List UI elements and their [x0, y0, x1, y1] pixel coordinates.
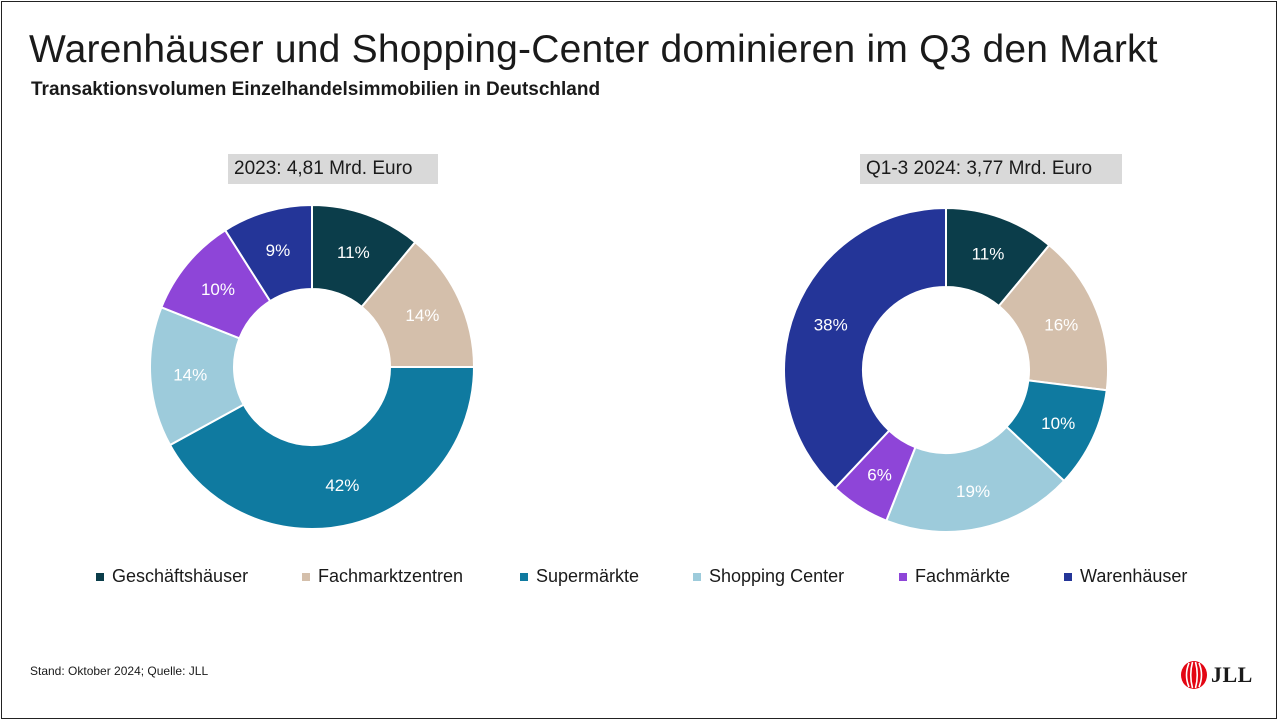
donut-chart-2024: 11% 16% 10% 19% 6% 38%	[783, 206, 1109, 533]
data-label: 14%	[405, 306, 439, 325]
jll-logo-icon	[1181, 661, 1207, 689]
legend-swatch	[1064, 572, 1072, 581]
legend-label: Fachmarktzentren	[318, 566, 464, 586]
jll-logo: JLL	[1180, 660, 1253, 690]
slide-title: Warenhäuser und Shopping-Center dominier…	[29, 28, 1158, 71]
chart-title-2023: 2023: 4,81 Mrd. Euro	[228, 154, 438, 184]
legend-item-fachmarktzentren: Fachmarktzentren	[302, 566, 463, 587]
legend-item-geschaeftshaeuser: Geschäftshäuser	[96, 566, 248, 587]
data-label: 6%	[867, 466, 892, 485]
chart-legend: Geschäftshäuser Fachmarktzentren Supermä…	[0, 566, 1280, 590]
legend-label: Geschäftshäuser	[112, 566, 249, 586]
legend-item-warenhaeuser: Warenhäuser	[1064, 566, 1187, 587]
legend-swatch	[96, 572, 104, 581]
donut-slice-fachmarktzentren	[997, 243, 1109, 392]
chart-title-2024: Q1-3 2024: 3,77 Mrd. Euro	[860, 154, 1122, 184]
legend-label: Shopping Center	[709, 566, 845, 586]
legend-item-shopping-center: Shopping Center	[693, 566, 844, 587]
legend-swatch	[520, 572, 528, 581]
donut-chart-2023: 11% 14% 42% 14% 10% 9%	[149, 203, 476, 530]
data-label: 19%	[956, 482, 990, 501]
data-label: 16%	[1044, 315, 1078, 334]
legend-swatch	[693, 572, 701, 581]
slide-subtitle: Transaktionsvolumen Einzelhandelsimmobil…	[31, 79, 601, 100]
legend-item-fachmaerkte: Fachmärkte	[899, 566, 1010, 587]
data-label: 11%	[972, 244, 1005, 263]
donut-slice-warenh-user	[783, 206, 947, 490]
legend-item-supermaerkte: Supermärkte	[520, 566, 639, 587]
data-label: 14%	[173, 366, 207, 385]
legend-label: Supermärkte	[536, 566, 640, 586]
legend-swatch	[899, 572, 907, 581]
data-label: 10%	[201, 280, 235, 299]
donut-slice-shopping-center	[885, 425, 1066, 533]
legend-swatch	[302, 572, 310, 581]
data-label: 11%	[337, 243, 370, 262]
jll-logo-text: JLL	[1211, 662, 1253, 687]
source-note: Stand: Oktober 2024; Quelle: JLL	[30, 664, 209, 678]
data-label: 42%	[325, 476, 359, 495]
data-label: 9%	[266, 241, 291, 260]
legend-label: Warenhäuser	[1080, 566, 1188, 586]
donut-slice-superm-rkte	[168, 366, 476, 530]
data-label: 10%	[1041, 414, 1075, 433]
donut-slice-warenh-user	[223, 203, 313, 303]
data-label: 38%	[814, 315, 848, 334]
legend-label: Fachmärkte	[915, 566, 1011, 586]
